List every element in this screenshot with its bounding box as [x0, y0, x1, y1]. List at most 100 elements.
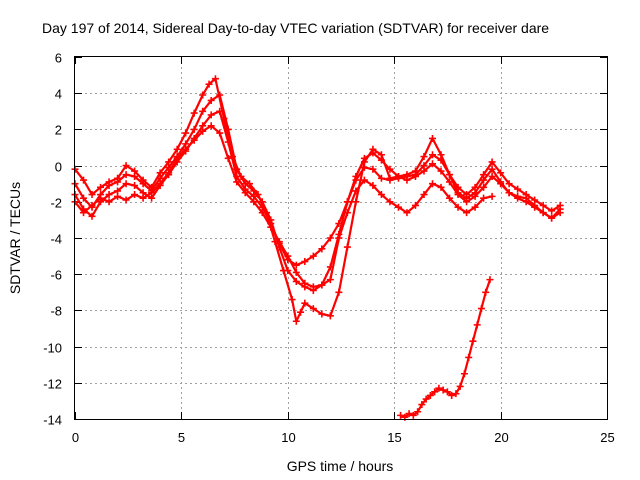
data-point [267, 223, 275, 231]
data-point [386, 198, 394, 206]
data-point [480, 171, 488, 179]
x-tick-label: 25 [600, 430, 614, 445]
data-point [335, 288, 343, 296]
data-point [531, 203, 539, 211]
data-point [486, 276, 494, 284]
data-point [165, 169, 173, 177]
data-point [452, 390, 460, 398]
data-point [309, 283, 317, 291]
data-point [122, 171, 130, 179]
data-point [190, 136, 198, 144]
data-point [139, 194, 147, 202]
data-point [292, 317, 300, 325]
data-point [114, 192, 122, 200]
data-point [224, 138, 232, 146]
data-point [284, 267, 292, 275]
data-point [514, 194, 522, 202]
series-line [73, 77, 562, 323]
data-point [409, 411, 417, 419]
data-point [411, 201, 419, 209]
data-point [394, 203, 402, 211]
data-point [377, 156, 385, 164]
data-point [469, 337, 477, 345]
data-point [80, 209, 88, 217]
data-point [488, 172, 496, 180]
data-point [505, 189, 513, 197]
data-point [446, 178, 454, 186]
data-point [548, 214, 556, 222]
data-point [437, 167, 445, 175]
data-point [288, 296, 296, 304]
data-point [488, 165, 496, 173]
data-point [454, 191, 462, 199]
data-point [437, 156, 445, 164]
series-track-5 [397, 276, 494, 421]
y-tick-label: -4 [50, 232, 62, 247]
data-point [80, 194, 88, 202]
data-point [343, 198, 351, 206]
y-tick-label: -14 [43, 413, 62, 428]
data-point [403, 176, 411, 184]
data-point [326, 312, 334, 320]
data-point [448, 391, 456, 399]
data-point [326, 276, 334, 284]
y-tick-label: 6 [55, 51, 62, 66]
data-point [548, 207, 556, 215]
data-point [454, 183, 462, 191]
data-point [309, 252, 317, 260]
y-tick-label: 4 [55, 87, 62, 102]
data-point [190, 125, 198, 133]
data-point [199, 127, 207, 135]
data-point [190, 109, 198, 117]
data-point [122, 180, 130, 188]
data-point [309, 305, 317, 313]
data-point [301, 299, 309, 307]
data-point [122, 196, 130, 204]
series-track-4 [71, 122, 496, 291]
data-point [105, 182, 113, 190]
y-tick-label: -8 [50, 304, 62, 319]
data-point [297, 308, 305, 316]
y-tick-label: 0 [55, 160, 62, 175]
data-point [360, 154, 368, 162]
data-point [199, 107, 207, 115]
data-point [454, 203, 462, 211]
data-point [522, 191, 530, 199]
data-point [207, 111, 215, 119]
data-point [318, 281, 326, 289]
data-point [443, 388, 451, 396]
data-point [377, 191, 385, 199]
data-point [429, 151, 437, 159]
data-point [182, 145, 190, 153]
data-point [377, 174, 385, 182]
data-point [97, 194, 105, 202]
data-point [131, 191, 139, 199]
data-point [477, 305, 485, 313]
y-tick-label: 2 [55, 123, 62, 138]
data-point [369, 165, 377, 173]
data-point [216, 107, 224, 115]
data-point [224, 154, 232, 162]
y-axis-title: SDTVAR / TECUs [7, 182, 23, 294]
data-point [139, 180, 147, 188]
data-point [216, 91, 224, 99]
data-point [446, 171, 454, 179]
data-point [205, 80, 213, 88]
data-point [431, 388, 439, 396]
data-point [403, 209, 411, 217]
series-track-2 [71, 91, 564, 294]
data-point [456, 382, 464, 390]
data-point [131, 182, 139, 190]
data-point [88, 201, 96, 209]
data-point [422, 395, 430, 403]
y-tick-label: -6 [50, 268, 62, 283]
data-point [343, 243, 351, 251]
data-point [292, 261, 300, 269]
data-point [182, 129, 190, 137]
data-point [122, 162, 130, 170]
data-point [446, 194, 454, 202]
data-point [531, 196, 539, 204]
data-point [420, 167, 428, 175]
data-point [207, 122, 215, 130]
